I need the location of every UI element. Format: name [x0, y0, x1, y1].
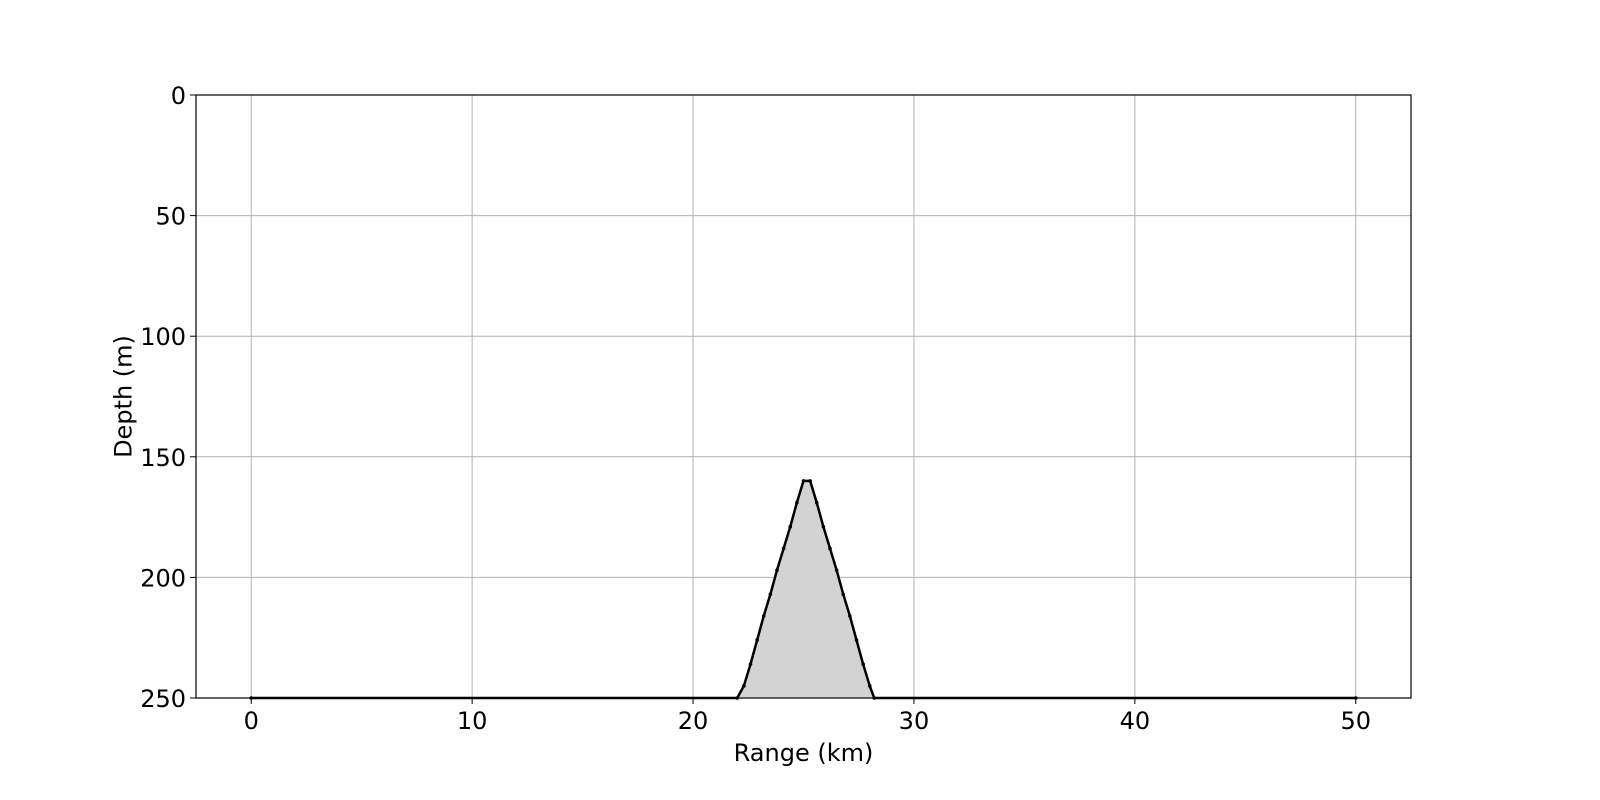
- y-tick-label: 100: [140, 323, 186, 351]
- data-point: [795, 500, 799, 505]
- y-axis-label: Depth (m): [109, 335, 137, 458]
- data-point: [761, 614, 766, 618]
- data-point: [861, 662, 865, 667]
- data-point: [775, 568, 779, 572]
- data-point: [801, 479, 806, 483]
- x-axis-label: Range (km): [734, 739, 874, 767]
- data-point: [841, 592, 846, 597]
- x-tick-label: 50: [1340, 707, 1371, 735]
- x-tick-label: 20: [678, 707, 709, 735]
- bathymetry-line: [251, 479, 1356, 700]
- y-tick-label: 200: [140, 564, 186, 592]
- y-tick-label: 150: [140, 444, 186, 472]
- data-point: [814, 500, 819, 505]
- seamount-fill: [251, 480, 1356, 698]
- data-point: [742, 684, 746, 688]
- y-tick-label: 250: [140, 685, 186, 713]
- data-point: [867, 684, 872, 688]
- data-point: [828, 546, 832, 551]
- x-tick-label: 30: [899, 707, 930, 735]
- data-point: [788, 524, 793, 529]
- plot-frame: [195, 94, 1412, 699]
- data-point: [768, 592, 773, 597]
- y-tick-label: 0: [171, 82, 186, 110]
- ticks: 0 10 20 30 40 50 0 50 100 150 200 250: [140, 82, 1371, 735]
- data-point: [854, 638, 859, 642]
- x-tick-label: 40: [1120, 707, 1151, 735]
- data-point: [834, 568, 839, 572]
- data-layer: [249, 479, 1358, 700]
- data-point: [808, 479, 812, 483]
- data-point: [848, 614, 852, 618]
- y-tick-label: 50: [155, 203, 186, 231]
- x-tick-label: 10: [457, 707, 488, 735]
- data-point: [821, 524, 826, 529]
- data-point: [781, 546, 786, 551]
- x-tick-label: 0: [244, 707, 259, 735]
- data-point: [748, 662, 753, 667]
- data-point: [755, 638, 759, 642]
